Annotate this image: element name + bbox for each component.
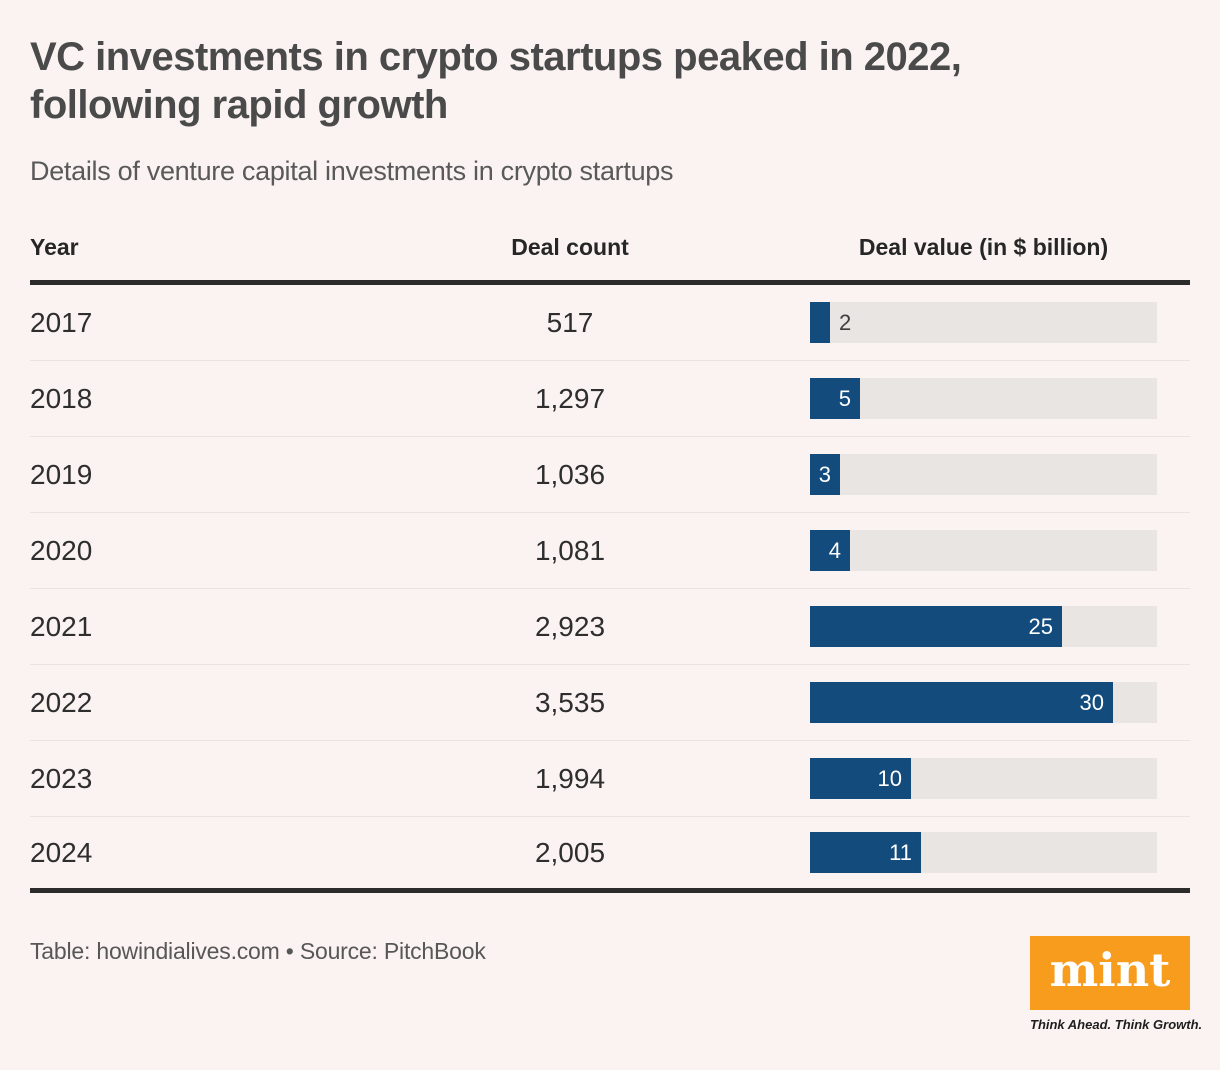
bar-value-label: 30: [1079, 689, 1104, 715]
year-cell: 2021: [30, 610, 93, 642]
deal-count-cell: 3,535: [534, 686, 606, 718]
year-cell: 2020: [30, 534, 93, 566]
page-subtitle: Details of venture capital investments i…: [30, 156, 674, 186]
mint-tagline: Think Ahead. Think Growth.: [1030, 1017, 1203, 1032]
deal-value-cell: 2: [810, 302, 1190, 343]
deal-value-cell: 10: [810, 758, 1190, 799]
bar-value-label: 3: [818, 461, 831, 487]
bar-value-label: 4: [828, 537, 841, 563]
deal-value-bar: [810, 832, 921, 873]
deal-value-bar: [810, 530, 850, 571]
year-cell: 2022: [30, 686, 93, 718]
mint-logo: mint: [1030, 936, 1190, 1010]
year-cell: 2023: [30, 762, 93, 794]
deal-count-cell: 1,081: [534, 534, 606, 566]
column-header-deal-value: Deal value (in $ billion): [858, 234, 1109, 260]
year-cell: 2017: [30, 306, 93, 338]
deal-value-cell: 25: [810, 606, 1190, 647]
deal-count-cell: 1,994: [534, 762, 606, 794]
table-row: 2020 1,081 4: [30, 513, 1190, 589]
bar-track: 2: [810, 302, 1157, 343]
column-header-year: Year: [30, 234, 79, 260]
bar-track: 4: [810, 530, 1157, 571]
deal-value-cell: 5: [810, 378, 1190, 419]
deal-value-bar: [810, 682, 1113, 723]
deal-count-cell: 517: [546, 306, 594, 338]
table-body: 2017 517 2 2018 1,297 5 2019 1,036 3: [30, 285, 1190, 893]
deal-value-cell: 11: [810, 832, 1190, 873]
bar-track: 10: [810, 758, 1157, 799]
deal-count-cell: 1,297: [534, 382, 606, 414]
mint-logo-text: mint: [1049, 943, 1171, 997]
deal-count-cell: 1,036: [534, 458, 606, 490]
page-title: VC investments in crypto startups peaked…: [30, 33, 1190, 129]
mint-brand: mint Think Ahead. Think Growth.: [1030, 936, 1203, 1032]
year-cell: 2024: [30, 836, 93, 868]
bar-value-label: 5: [838, 385, 851, 411]
bar-track: 25: [810, 606, 1157, 647]
bar-track: 3: [810, 454, 1157, 495]
bar-track: 11: [810, 832, 1157, 873]
table-row: 2017 517 2: [30, 285, 1190, 361]
bar-value-label: 10: [877, 765, 902, 791]
deal-value-cell: 4: [810, 530, 1190, 571]
table-row: 2021 2,923 25: [30, 589, 1190, 665]
deal-value-bar: [810, 758, 911, 799]
year-cell: 2018: [30, 382, 93, 414]
deal-value-bar: [810, 454, 840, 495]
bar-value-label: 2: [839, 309, 852, 335]
bar-value-label: 11: [889, 839, 912, 865]
footer: Table: howindialives.com • Source: Pitch…: [30, 936, 1203, 1032]
deal-value-bar: [810, 302, 830, 343]
deal-value-cell: 30: [810, 682, 1190, 723]
table-row: 2024 2,005 11: [30, 817, 1190, 893]
bar-track: 5: [810, 378, 1157, 419]
bar-value-label: 25: [1028, 613, 1053, 639]
column-header-deal-count: Deal count: [511, 234, 629, 260]
table-row: 2019 1,036 3: [30, 437, 1190, 513]
source-credit: Table: howindialives.com • Source: Pitch…: [30, 938, 486, 964]
table-row: 2023 1,994 10: [30, 741, 1190, 817]
deal-value-cell: 3: [810, 454, 1190, 495]
title-line-2: following rapid growth: [30, 83, 448, 127]
title-line-1: VC investments in crypto startups peaked…: [30, 35, 962, 79]
deal-count-cell: 2,923: [534, 610, 606, 642]
deal-value-bar: [810, 606, 1062, 647]
year-cell: 2019: [30, 458, 93, 490]
deal-count-cell: 2,005: [534, 836, 606, 868]
deal-table: Year Deal count Deal value (in $ billion…: [30, 234, 1190, 893]
table-row: 2018 1,297 5: [30, 361, 1190, 437]
deal-value-bar: [810, 378, 860, 419]
table-row: 2022 3,535 30: [30, 665, 1190, 741]
bar-track: 30: [810, 682, 1157, 723]
table-header-row: Year Deal count Deal value (in $ billion…: [30, 234, 1190, 285]
